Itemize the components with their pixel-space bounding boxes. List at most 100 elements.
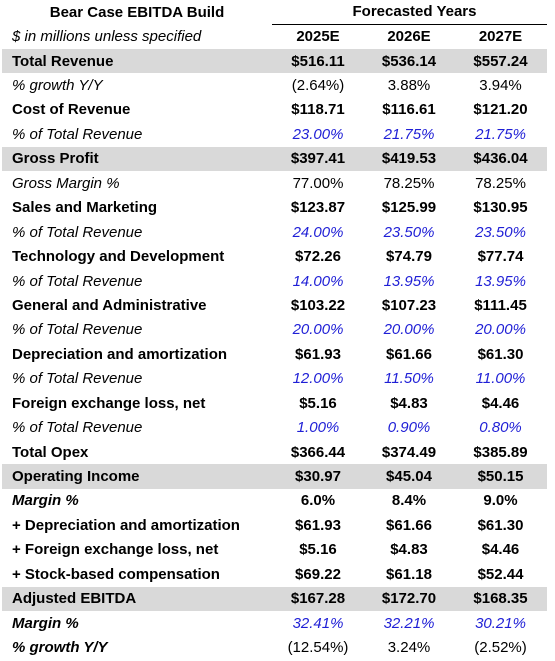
row-value: 0.90% [387, 419, 431, 437]
row-value: 20.00% [475, 321, 526, 339]
row-value: $61.66 [386, 516, 432, 534]
table-row: Total Opex $366.44 $374.49 $385.89 [2, 440, 547, 464]
row-label: Margin % [12, 492, 79, 510]
table-row: % of Total Revenue 14.00% 13.95% 13.95% [2, 269, 547, 293]
row-label: Technology and Development [12, 248, 225, 266]
row-value: 0.80% [479, 419, 522, 437]
table-row: % of Total Revenue 1.00% 0.90% 0.80% [2, 415, 547, 439]
row-label: Gross Margin % [12, 174, 120, 192]
row-label: Cost of Revenue [12, 101, 131, 119]
table-row: Operating Income $30.97 $45.04 $50.15 [2, 464, 548, 489]
year-header: 2026E [387, 28, 431, 46]
row-value: $5.16 [299, 541, 337, 559]
table-row: % growth Y/Y (12.54%) 3.24% (2.52%) [2, 635, 547, 659]
row-label: % growth Y/Y [12, 77, 103, 95]
row-value: 14.00% [292, 272, 344, 290]
table-row: Technology and Development $72.26 $74.79 $7… [2, 244, 547, 268]
row-value: 24.00% [292, 223, 344, 241]
row-value: $4.46 [481, 394, 520, 412]
row-value: $30.97 [272, 464, 364, 489]
row-value: $61.93 [295, 345, 341, 363]
row-value: (2.52%) [474, 639, 527, 657]
row-value: $61.93 [295, 516, 341, 534]
table-row: Foreign exchange loss, net $5.16 $4.83 $4.4… [2, 391, 547, 415]
units-note: $ in millions unless specified [12, 28, 202, 46]
row-value: $385.89 [473, 443, 528, 461]
row-value: $61.30 [477, 516, 524, 534]
row-value: 12.00% [292, 370, 344, 388]
year-header: 2027E [478, 28, 523, 46]
row-value: $45.04 [364, 464, 454, 489]
row-value: (12.54%) [287, 639, 349, 657]
row-value: $125.99 [381, 199, 437, 217]
row-value: $121.20 [473, 101, 528, 119]
row-value: $69.22 [295, 565, 341, 583]
row-label: Operating Income [2, 464, 272, 489]
row-value: $72.26 [295, 248, 341, 266]
row-value: $4.83 [390, 541, 428, 559]
row-value: 23.00% [292, 125, 344, 143]
table-row: % of Total Revenue 24.00% 23.50% 23.50% [2, 220, 547, 244]
year-header: 2025E [296, 28, 340, 46]
table-row: + Depreciation and amortization $61.93 $61… [2, 513, 547, 537]
table-row: Total Revenue $516.11 $536.14 $557.24 [2, 48, 548, 74]
row-value: $130.95 [473, 199, 528, 217]
table-row: % of Total Revenue 20.00% 20.00% 20.00% [2, 318, 547, 342]
row-value: 3.88% [387, 77, 431, 95]
row-label: % of Total Revenue [12, 370, 143, 388]
row-label: + Depreciation and amortization [12, 516, 240, 534]
row-value: 23.50% [475, 223, 526, 241]
row-value: $74.79 [386, 248, 432, 266]
table-row: + Foreign exchange loss, net $5.16 $4.83 $4… [2, 538, 547, 562]
table-row: % of Total Revenue 23.00% 21.75% 21.75% [2, 122, 547, 146]
row-value: 78.25% [383, 174, 435, 192]
row-value: $52.44 [477, 565, 524, 583]
row-label: Foreign exchange loss, net [12, 394, 206, 412]
row-value: $397.41 [272, 146, 364, 172]
row-value: $118.71 [291, 101, 345, 119]
row-label: % of Total Revenue [12, 125, 143, 143]
row-value: $4.46 [481, 541, 520, 559]
row-value: $516.11 [272, 48, 364, 74]
table-row: % of Total Revenue 12.00% 11.50% 11.00% [2, 367, 547, 391]
row-label: Gross Profit [2, 146, 272, 172]
row-value: 20.00% [383, 321, 435, 339]
row-label: % of Total Revenue [12, 272, 143, 290]
row-label: Margin % [12, 614, 79, 632]
row-value: $5.16 [299, 394, 337, 412]
row-value: $61.18 [386, 565, 432, 583]
row-value: 30.21% [475, 614, 526, 632]
table-row: + Stock-based compensation $69.22 $61.18 $5… [2, 562, 547, 586]
row-value: 13.95% [475, 272, 526, 290]
row-value: $103.22 [290, 296, 346, 314]
row-value: $77.74 [477, 248, 524, 266]
row-value: 6.0% [300, 492, 336, 510]
row-value: 1.00% [296, 419, 340, 437]
header-row: $ in millions unless specified 2025E 202… [2, 24, 547, 48]
table-row: Adjusted EBITDA $167.28 $172.70 $168.35 [2, 586, 548, 611]
row-value: 20.00% [292, 321, 344, 339]
row-label: % of Total Revenue [12, 419, 143, 437]
row-value: $536.14 [364, 48, 454, 74]
row-value: 32.41% [292, 614, 344, 632]
row-value: $61.66 [386, 345, 432, 363]
row-value: $107.23 [381, 296, 437, 314]
row-value: 78.25% [475, 174, 526, 192]
table-row: Margin % 32.41% 32.21% 30.21% [2, 611, 547, 635]
table-row: Gross Margin % 77.00% 78.25% 78.25% [2, 171, 547, 195]
row-value: 11.00% [475, 370, 526, 388]
row-value: (2.64%) [291, 77, 345, 95]
group-header: Forecasted Years [272, 0, 548, 25]
table-row: Depreciation and amortization $61.93 $61.6… [2, 342, 547, 366]
header-row: Bear Case EBITDA Build Forecasted Years [2, 0, 548, 25]
row-value: $172.70 [364, 586, 454, 611]
row-label: Total Opex [12, 443, 89, 461]
row-value: $436.04 [454, 146, 548, 172]
row-label: Adjusted EBITDA [2, 586, 272, 611]
row-label: Depreciation and amortization [12, 345, 228, 363]
table-row: Margin % 6.0% 8.4% 9.0% [2, 489, 547, 513]
row-value: $374.49 [381, 443, 437, 461]
